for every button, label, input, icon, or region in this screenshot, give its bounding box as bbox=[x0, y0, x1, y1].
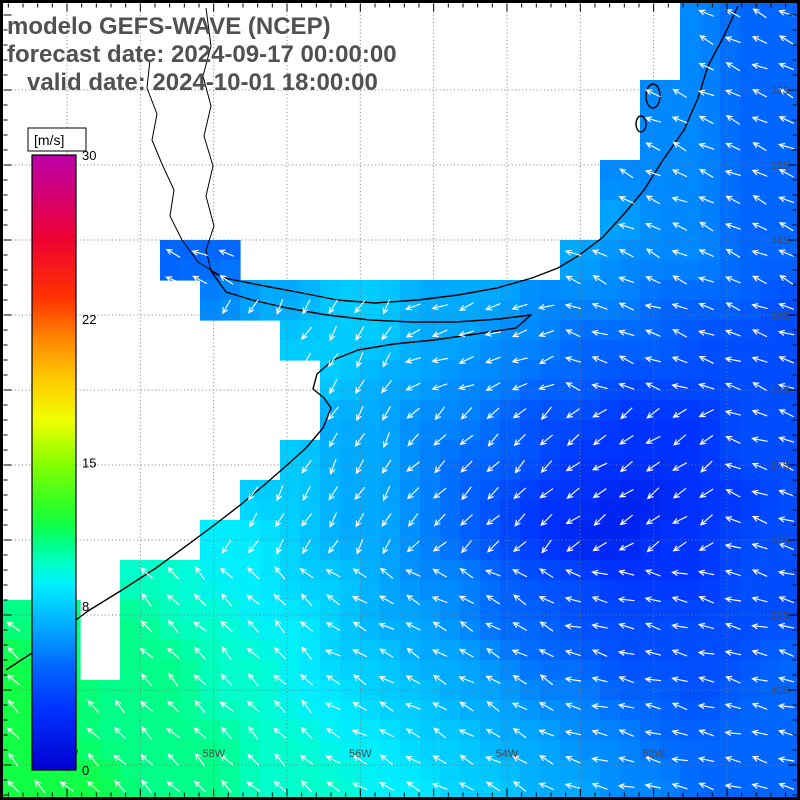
lon-label: 52W bbox=[642, 748, 665, 760]
model-title: modelo GEFS-WAVE (NCEP) bbox=[7, 13, 331, 40]
lat-label: 34S bbox=[770, 235, 790, 247]
colorbar-tick-label: 22 bbox=[82, 312, 96, 327]
colorbar-unit-box bbox=[27, 127, 87, 152]
lat-label: 39S bbox=[770, 610, 790, 622]
lat-label: 36S bbox=[770, 385, 790, 397]
graticule bbox=[4, 4, 796, 796]
forecast-date-line: forecast date: 2024-09-17 00:00:00 bbox=[7, 41, 397, 68]
river-line bbox=[146, 59, 225, 279]
lon-label: 56W bbox=[349, 748, 372, 760]
lat-label: 33S bbox=[770, 160, 790, 172]
colorbar-tick-label: 0 bbox=[82, 763, 89, 778]
axis-labels: 32S33S34S35S36S37S38S39S40S60W58W56W54W5… bbox=[56, 85, 790, 760]
coastline bbox=[5, 5, 739, 671]
river-line bbox=[202, 7, 215, 272]
lat-label: 32S bbox=[770, 85, 790, 97]
colorbar-tick-label: 30 bbox=[82, 148, 96, 163]
valid-date-line: valid date: 2024-10-01 18:00:00 bbox=[7, 69, 378, 96]
lat-label: 40S bbox=[770, 685, 790, 697]
lat-label: 37S bbox=[770, 460, 790, 472]
colorbar-tick-label: 8 bbox=[82, 599, 89, 614]
colorbar-unit-label: [m/s] bbox=[34, 132, 64, 148]
lake-outline bbox=[635, 115, 647, 133]
colorbar-tick-label: 15 bbox=[82, 456, 96, 471]
lat-label: 38S bbox=[770, 535, 790, 547]
lon-label: 58W bbox=[202, 748, 225, 760]
lon-label: 54W bbox=[496, 748, 519, 760]
lat-label: 35S bbox=[770, 310, 790, 322]
axis-ticks bbox=[3, 3, 797, 797]
colorbar-gradient bbox=[31, 154, 77, 771]
colorbar: 0 8 15 22 30 [m/s] bbox=[27, 127, 96, 778]
